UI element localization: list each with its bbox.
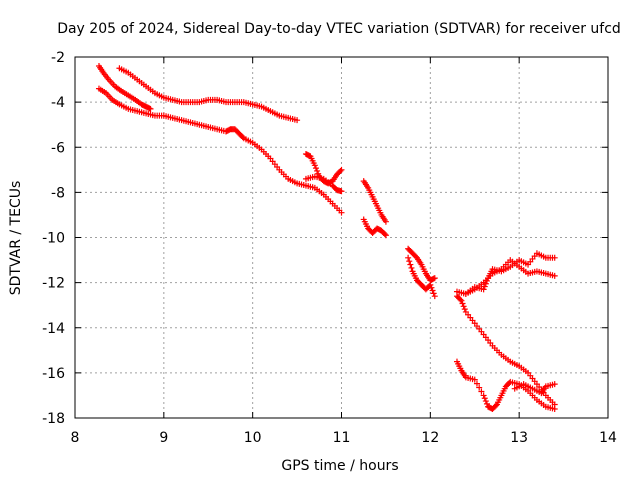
y-axis-label: SDTVAR / TECUs bbox=[8, 181, 24, 296]
data-point bbox=[147, 105, 154, 112]
plot-frame bbox=[74, 56, 609, 419]
data-point bbox=[314, 167, 321, 174]
y-tick-label: -6 bbox=[51, 140, 65, 156]
data-point bbox=[428, 284, 435, 291]
y-tick-label: -14 bbox=[42, 321, 65, 337]
data-point bbox=[239, 134, 246, 141]
data-point bbox=[382, 218, 389, 225]
data-point bbox=[492, 402, 499, 409]
data-point bbox=[481, 283, 488, 290]
data-point bbox=[461, 306, 468, 313]
data-point bbox=[457, 296, 464, 303]
axis-ticks: 8 9 10 11 12 13 14 -18 -16 -14 -12 -10 -8 -6 -4 -2 bbox=[42, 50, 617, 446]
series-arc-2 bbox=[95, 63, 154, 112]
data-point bbox=[338, 166, 345, 173]
data-point bbox=[407, 261, 414, 268]
y-tick-label: -4 bbox=[51, 95, 65, 111]
data-point bbox=[551, 254, 558, 261]
series-arc-10 bbox=[453, 293, 558, 408]
y-tick-label: -10 bbox=[42, 231, 65, 247]
series-arc-7 bbox=[360, 216, 389, 239]
series-arc-11 bbox=[453, 358, 558, 412]
series-arc-12 bbox=[511, 381, 558, 397]
data-point bbox=[408, 264, 415, 271]
data-point bbox=[430, 290, 437, 297]
x-axis-label: GPS time / hours bbox=[281, 458, 398, 474]
x-tick-label: 10 bbox=[244, 430, 262, 446]
data-point bbox=[406, 258, 413, 265]
data-markers bbox=[95, 63, 558, 412]
y-tick-label: -16 bbox=[42, 366, 65, 382]
data-point bbox=[431, 275, 438, 282]
data-point bbox=[427, 281, 434, 288]
y-tick-label: -2 bbox=[51, 50, 65, 66]
data-point bbox=[480, 392, 487, 399]
data-point bbox=[460, 303, 467, 310]
data-point bbox=[337, 167, 344, 174]
data-point bbox=[483, 400, 490, 407]
data-point bbox=[478, 388, 485, 395]
series-arc-3 bbox=[116, 65, 301, 124]
series-arc-9 bbox=[405, 254, 438, 300]
data-point bbox=[315, 170, 322, 177]
data-point bbox=[294, 117, 301, 124]
series-arc-14 bbox=[462, 257, 558, 297]
data-point bbox=[382, 232, 389, 239]
data-point bbox=[431, 293, 438, 300]
data-point bbox=[482, 398, 489, 405]
data-point bbox=[458, 297, 465, 304]
data-point bbox=[381, 231, 388, 238]
series-arc-1 bbox=[95, 85, 345, 216]
x-tick-label: 13 bbox=[510, 430, 528, 446]
data-point bbox=[405, 254, 412, 261]
data-point bbox=[551, 381, 558, 388]
data-point bbox=[311, 162, 318, 169]
chart-title: Day 205 of 2024, Sidereal Day-to-day VTE… bbox=[57, 21, 621, 37]
x-tick-label: 12 bbox=[421, 430, 439, 446]
data-point bbox=[312, 165, 319, 172]
data-point bbox=[338, 188, 345, 195]
x-tick-label: 14 bbox=[599, 430, 617, 446]
data-point bbox=[480, 286, 487, 293]
data-point bbox=[551, 272, 558, 279]
data-point bbox=[481, 395, 488, 402]
data-point bbox=[429, 287, 436, 294]
data-point bbox=[476, 384, 483, 391]
data-point bbox=[459, 300, 466, 307]
data-point bbox=[338, 209, 345, 216]
y-tick-label: -8 bbox=[51, 185, 65, 201]
y-tick-label: -12 bbox=[42, 276, 65, 292]
grid-lines bbox=[75, 57, 608, 418]
data-point bbox=[471, 376, 478, 383]
x-tick-label: 9 bbox=[159, 430, 168, 446]
x-tick-label: 11 bbox=[333, 430, 351, 446]
data-point bbox=[551, 405, 558, 412]
series-arc-5 bbox=[302, 173, 345, 195]
x-tick-label: 8 bbox=[71, 430, 80, 446]
y-tick-label: -18 bbox=[42, 411, 65, 427]
series-arc-6 bbox=[360, 178, 389, 225]
data-point bbox=[473, 380, 480, 387]
